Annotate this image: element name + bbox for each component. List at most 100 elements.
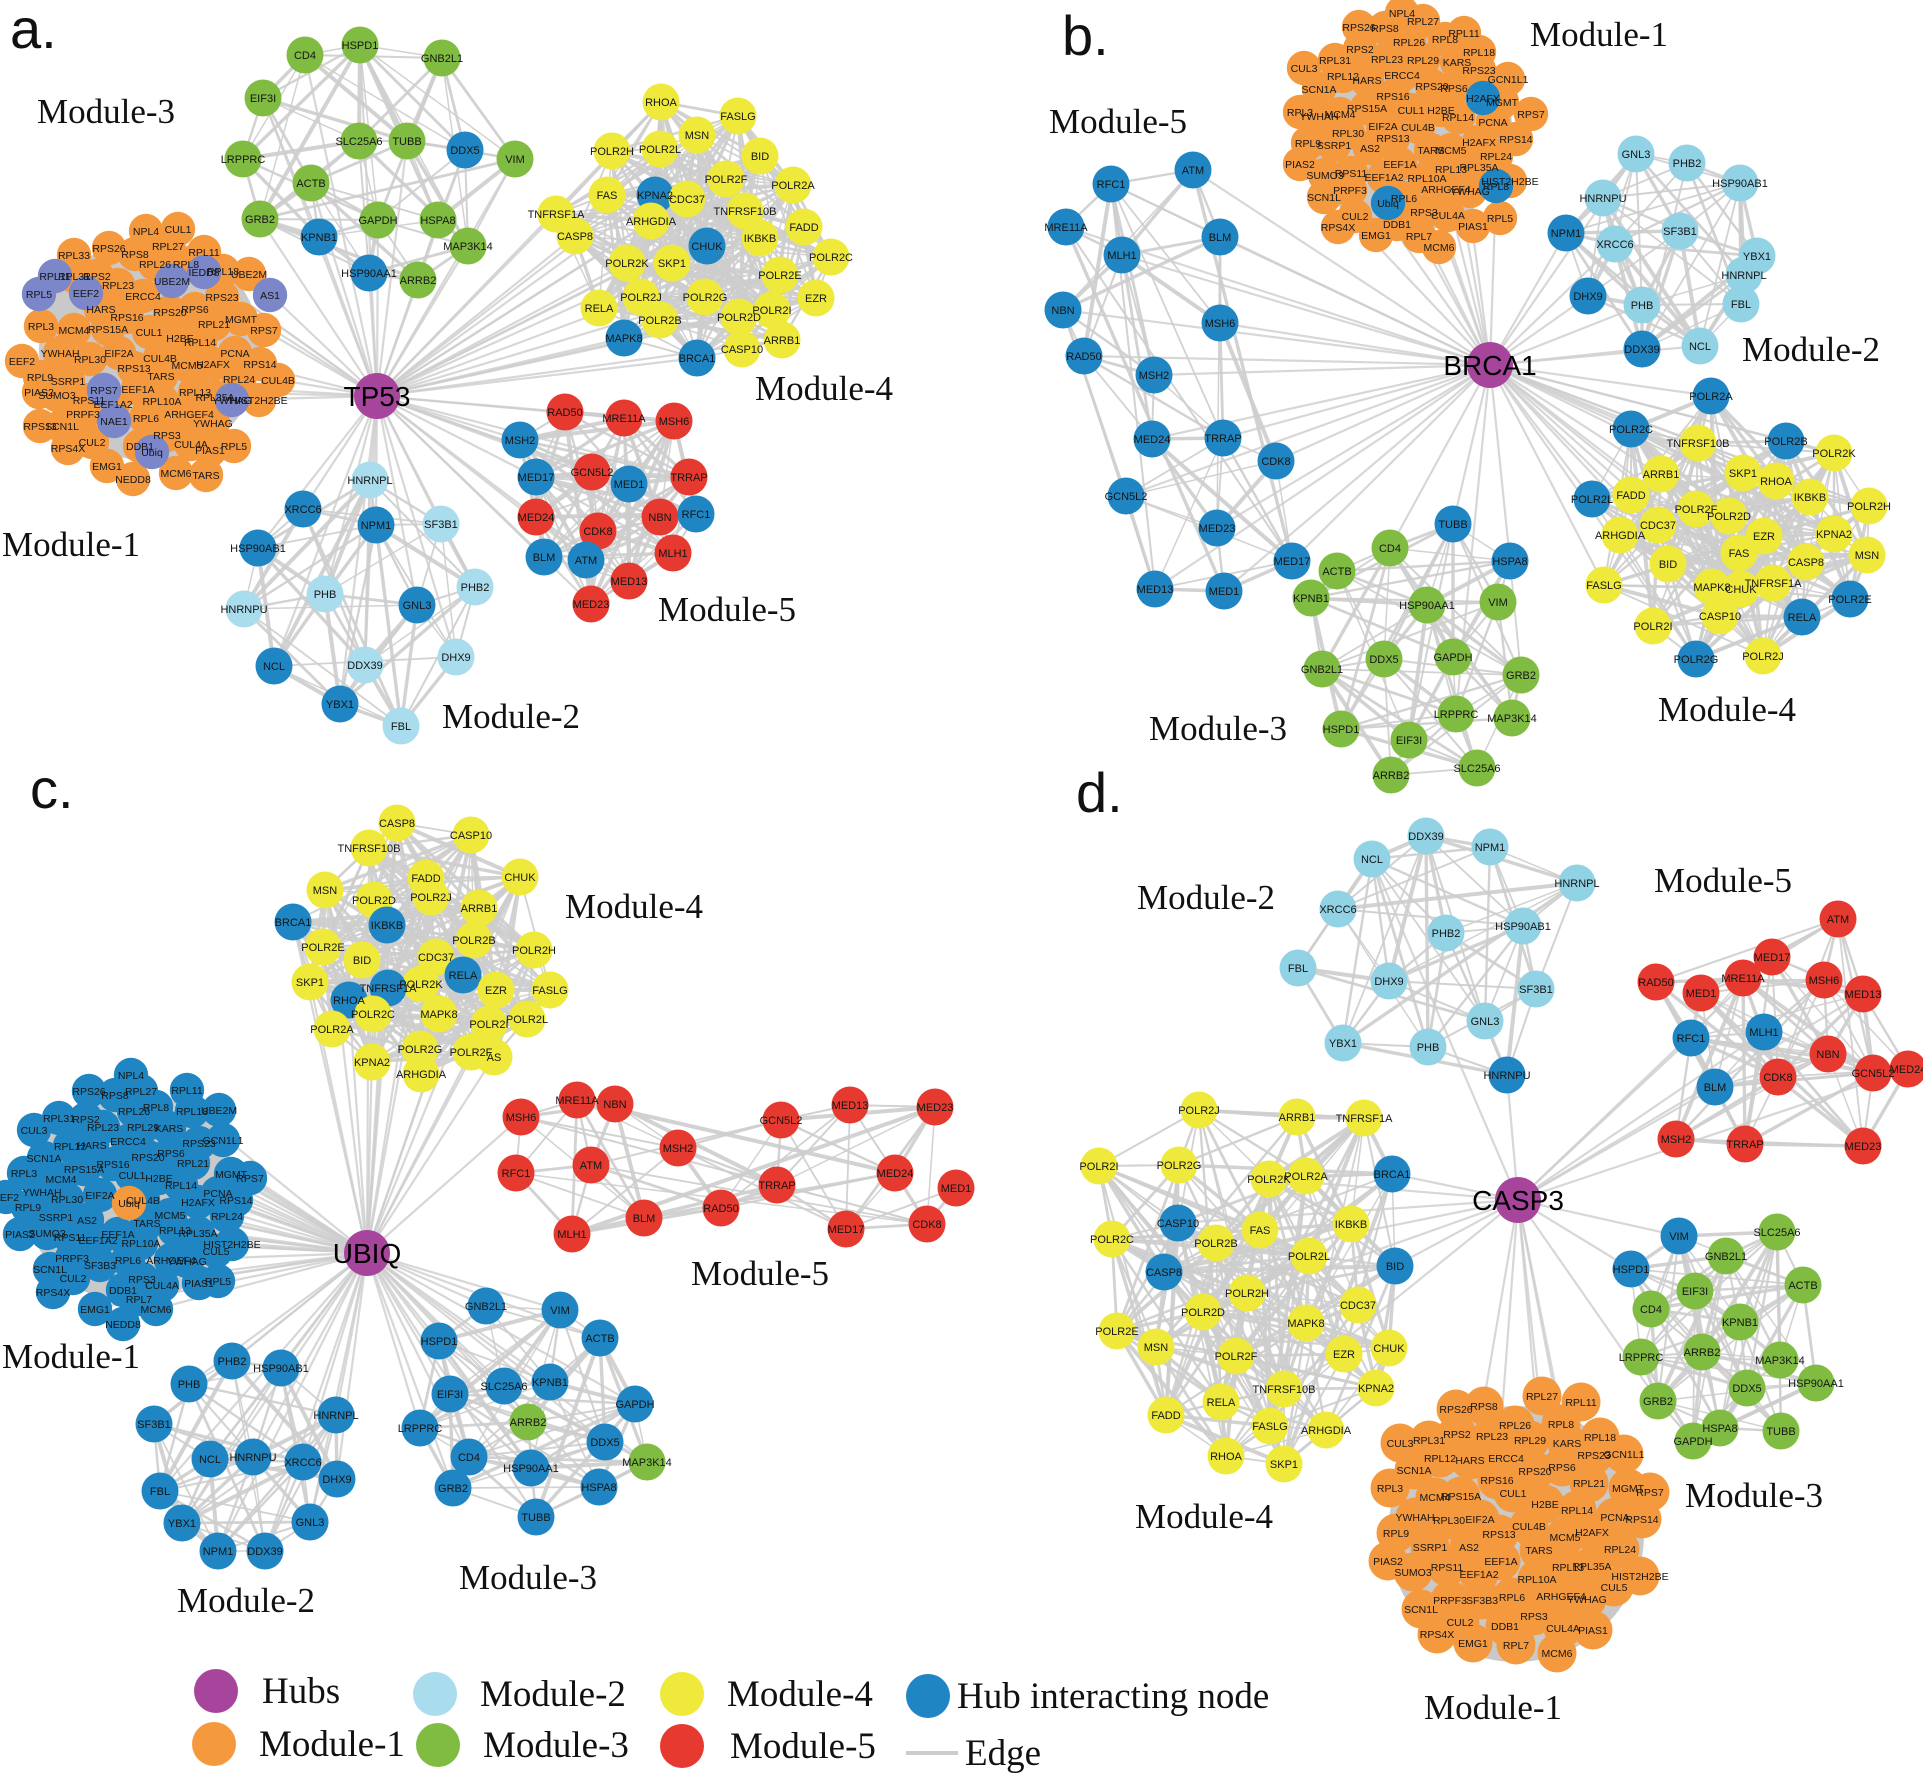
svg-text:KARS: KARS — [1553, 1438, 1582, 1450]
svg-text:MED24: MED24 — [1890, 1064, 1923, 1076]
svg-text:POLR2B: POLR2B — [452, 935, 495, 947]
svg-text:GRB2: GRB2 — [1643, 1396, 1673, 1408]
svg-text:POLR2H: POLR2H — [512, 945, 556, 957]
svg-text:HARS: HARS — [77, 1140, 106, 1152]
svg-text:RPL35A: RPL35A — [178, 1228, 217, 1240]
svg-text:MED13: MED13 — [1137, 584, 1174, 596]
svg-text:POLR2D: POLR2D — [717, 312, 761, 324]
svg-text:CUL3: CUL3 — [21, 1125, 48, 1137]
svg-text:TRRAP: TRRAP — [758, 1180, 795, 1192]
svg-text:ARHGDIA: ARHGDIA — [626, 216, 677, 228]
svg-text:MAP3K14: MAP3K14 — [622, 1457, 672, 1469]
svg-text:Module-3: Module-3 — [37, 92, 175, 131]
svg-text:RPL27: RPL27 — [1407, 16, 1439, 28]
svg-text:GNB2L1: GNB2L1 — [421, 53, 463, 65]
svg-text:RPS4X: RPS4X — [36, 1287, 70, 1299]
svg-text:RPS3: RPS3 — [153, 430, 181, 442]
svg-text:PHB: PHB — [178, 1379, 201, 1391]
svg-text:Hub interacting node: Hub interacting node — [957, 1676, 1269, 1717]
svg-text:RPL26: RPL26 — [1393, 37, 1425, 49]
svg-text:HSPD1: HSPD1 — [1613, 1264, 1650, 1276]
svg-text:MSH6: MSH6 — [1809, 975, 1840, 987]
svg-text:YWHAG: YWHAG — [212, 395, 252, 407]
svg-text:MCM6: MCM6 — [1424, 242, 1455, 254]
svg-text:HNRNPU: HNRNPU — [1579, 193, 1626, 205]
svg-text:EMG1: EMG1 — [92, 461, 122, 473]
svg-text:LRPPRC: LRPPRC — [398, 1423, 443, 1435]
svg-text:POLR2K: POLR2K — [605, 258, 649, 270]
svg-text:EZR: EZR — [1753, 531, 1775, 543]
svg-text:RPL23: RPL23 — [87, 1122, 119, 1134]
svg-text:POLR2C: POLR2C — [1609, 424, 1653, 436]
svg-text:EMG1: EMG1 — [80, 1304, 110, 1316]
svg-text:Module-5: Module-5 — [1049, 102, 1187, 141]
svg-text:RPS14: RPS14 — [243, 359, 276, 371]
svg-text:POLR2I: POLR2I — [1633, 621, 1672, 633]
svg-text:ARRB1: ARRB1 — [764, 335, 801, 347]
svg-text:RFC1: RFC1 — [682, 509, 711, 521]
svg-text:RPL18: RPL18 — [207, 266, 239, 278]
svg-text:MED23: MED23 — [1845, 1141, 1882, 1153]
svg-text:CUL1: CUL1 — [119, 1170, 146, 1182]
svg-text:FASLG: FASLG — [1252, 1421, 1287, 1433]
svg-text:RPS11: RPS11 — [1431, 1562, 1464, 1574]
svg-text:RPL13: RPL13 — [159, 1225, 191, 1237]
svg-text:HSP90AA1: HSP90AA1 — [1788, 1378, 1844, 1390]
svg-text:Edge: Edge — [965, 1733, 1041, 1774]
svg-text:RPL14: RPL14 — [1561, 1505, 1593, 1517]
svg-text:YBX1: YBX1 — [1743, 251, 1771, 263]
svg-text:RPL14: RPL14 — [165, 1180, 197, 1192]
svg-text:HARS: HARS — [1455, 1455, 1484, 1467]
svg-text:UBE2M: UBE2M — [154, 276, 190, 288]
svg-text:NPM1: NPM1 — [1551, 228, 1582, 240]
svg-text:XRCC6: XRCC6 — [284, 504, 321, 516]
svg-text:BLM: BLM — [633, 1213, 656, 1225]
svg-text:Module-2: Module-2 — [177, 1581, 315, 1620]
svg-text:FBL: FBL — [1731, 299, 1751, 311]
svg-text:ARHGDIA: ARHGDIA — [396, 1069, 447, 1081]
svg-text:HNRNPL: HNRNPL — [1554, 878, 1599, 890]
svg-text:SSRP1: SSRP1 — [1317, 140, 1352, 152]
svg-text:POLR2G: POLR2G — [683, 292, 728, 304]
svg-text:MCM5: MCM5 — [172, 360, 203, 372]
svg-text:FADD: FADD — [1616, 490, 1645, 502]
svg-text:HIST2H2BE: HIST2H2BE — [1481, 176, 1538, 188]
svg-text:RPS8: RPS8 — [101, 1090, 129, 1102]
svg-text:UBE2M: UBE2M — [201, 1105, 237, 1117]
svg-text:POLR2A: POLR2A — [1284, 1171, 1328, 1183]
svg-text:CHUK: CHUK — [1373, 1343, 1405, 1355]
svg-text:RPS15A: RPS15A — [88, 324, 128, 336]
svg-text:MED13: MED13 — [611, 576, 648, 588]
svg-text:NBN: NBN — [1051, 305, 1074, 317]
svg-text:SLC25A6: SLC25A6 — [480, 1381, 527, 1393]
svg-text:RAD50: RAD50 — [1066, 351, 1101, 363]
svg-text:LRPPRC: LRPPRC — [1434, 709, 1479, 721]
svg-text:BRCA1: BRCA1 — [679, 353, 716, 365]
svg-text:MAPK8: MAPK8 — [605, 333, 642, 345]
svg-text:RPL18: RPL18 — [1463, 47, 1495, 59]
svg-text:RPL6: RPL6 — [1391, 193, 1417, 205]
svg-text:CUL4B: CUL4B — [1401, 122, 1435, 134]
svg-text:RPS15A: RPS15A — [64, 1164, 104, 1176]
svg-text:MED1: MED1 — [941, 1183, 972, 1195]
svg-text:MAP3K14: MAP3K14 — [443, 241, 493, 253]
svg-text:Ubiq: Ubiq — [141, 447, 163, 459]
svg-text:GCN5L2: GCN5L2 — [571, 467, 614, 479]
svg-text:HIST2H2BE: HIST2H2BE — [230, 395, 287, 407]
svg-text:VIM: VIM — [1669, 1231, 1689, 1243]
svg-text:RPL7: RPL7 — [1503, 1640, 1529, 1652]
svg-text:EEF1A: EEF1A — [1383, 159, 1416, 171]
svg-text:RAD50: RAD50 — [1638, 977, 1673, 989]
svg-text:H2BE: H2BE — [1531, 1499, 1558, 1511]
svg-text:CHUK: CHUK — [1725, 584, 1757, 596]
svg-text:RPL21: RPL21 — [177, 1158, 209, 1170]
svg-text:RPL9: RPL9 — [1383, 1528, 1409, 1540]
svg-text:ATM: ATM — [580, 1160, 602, 1172]
svg-text:PRPF3: PRPF3 — [55, 1253, 89, 1265]
svg-text:MRE11A: MRE11A — [555, 1095, 599, 1107]
svg-text:RPL3: RPL3 — [1287, 107, 1313, 119]
svg-text:CUL4B: CUL4B — [261, 375, 295, 387]
svg-text:EIF3I: EIF3I — [437, 1389, 463, 1401]
svg-text:DDX5: DDX5 — [1732, 1383, 1761, 1395]
svg-text:SCN1L: SCN1L — [1404, 1604, 1438, 1616]
